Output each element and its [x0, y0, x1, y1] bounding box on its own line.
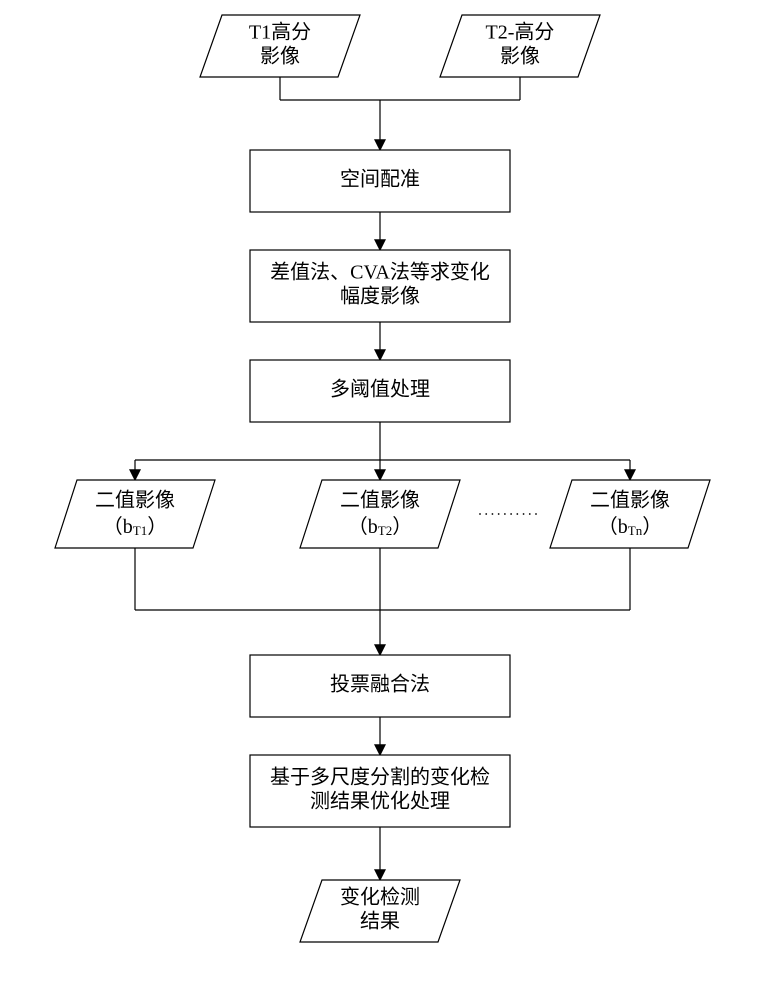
node-label: 二值影像 [590, 489, 670, 512]
node-label: T1高分 [249, 21, 311, 44]
node-b2: 二值影像（bT2） [300, 480, 460, 548]
node-label: 影像 [500, 45, 540, 68]
node-label: 结果 [360, 910, 400, 933]
node-label: 二值影像 [340, 489, 420, 512]
node-label: 二值影像 [95, 489, 175, 512]
node-res: 变化检测结果 [300, 880, 460, 942]
node-vote: 投票融合法 [250, 655, 510, 717]
node-t2: T2-高分影像 [440, 15, 600, 77]
node-label: 投票融合法 [330, 673, 430, 696]
node-label: 幅度影像 [340, 285, 420, 308]
node-bn: 二值影像（bTn） [550, 480, 710, 548]
node-thr: 多阈值处理 [250, 360, 510, 422]
node-opt: 基于多尺度分割的变化检测结果优化处理 [250, 755, 510, 827]
node-b1: 二值影像（bT1） [55, 480, 215, 548]
node-reg: 空间配准 [250, 150, 510, 212]
node-t1: T1高分影像 [200, 15, 360, 77]
node-diff: 差值法、CVA法等求变化幅度影像 [250, 250, 510, 322]
node-label: 影像 [260, 45, 300, 68]
node-label: 测结果优化处理 [310, 790, 450, 813]
node-label: 基于多尺度分割的变化检 [270, 766, 490, 789]
node-label: 多阈值处理 [330, 378, 430, 401]
node-label: 差值法、CVA法等求变化 [270, 261, 490, 284]
node-label: 变化检测 [340, 886, 420, 909]
node-label: 空间配准 [340, 168, 420, 191]
node-label: T2-高分 [486, 21, 555, 44]
